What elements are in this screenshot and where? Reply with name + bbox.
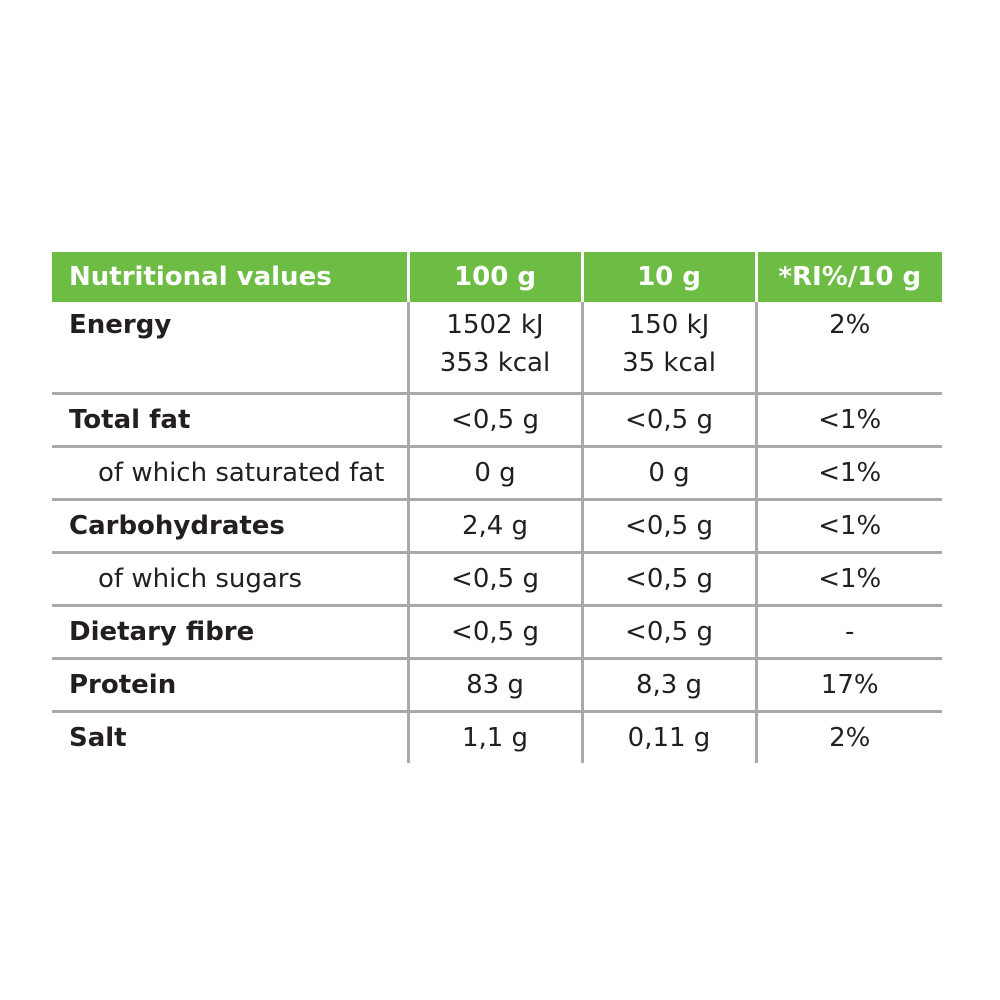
- row-label: of which sugars: [52, 552, 408, 607]
- header-per-10g: 10 g: [580, 252, 756, 302]
- cell-100g: <0,5 g: [406, 605, 582, 660]
- cell-100g: <0,5 g: [406, 552, 582, 607]
- cell-ri: <1%: [754, 446, 942, 501]
- cell-10g: 0,11 g: [580, 711, 756, 763]
- cell-ri: 2%: [754, 711, 942, 763]
- table-row-sugars: of which sugars <0,5 g <0,5 g <1%: [52, 552, 942, 607]
- cell-10g: 0 g: [580, 446, 756, 501]
- cell-100g: 1502 kJ 353 kcal: [406, 302, 582, 395]
- cell-10g: <0,5 g: [580, 552, 756, 607]
- cell-100g: 2,4 g: [406, 499, 582, 554]
- cell-100g: 83 g: [406, 658, 582, 713]
- nutrition-table-container: Nutritional values 100 g 10 g *RI%/10 g …: [52, 252, 942, 763]
- cell-ri: 2%: [754, 302, 942, 395]
- cell-10g: <0,5 g: [580, 499, 756, 554]
- row-label: of which saturated fat: [52, 446, 408, 501]
- energy-kcal-10g: 35 kcal: [622, 348, 716, 378]
- nutrition-table: Nutritional values 100 g 10 g *RI%/10 g …: [52, 252, 942, 763]
- cell-ri: -: [754, 605, 942, 660]
- cell-100g: 1,1 g: [406, 711, 582, 763]
- cell-10g: <0,5 g: [580, 605, 756, 660]
- cell-ri: 17%: [754, 658, 942, 713]
- cell-100g: <0,5 g: [406, 393, 582, 448]
- table-row-salt: Salt 1,1 g 0,11 g 2%: [52, 711, 942, 763]
- cell-10g: 8,3 g: [580, 658, 756, 713]
- table-row-protein: Protein 83 g 8,3 g 17%: [52, 658, 942, 713]
- energy-kj-10g: 150 kJ: [628, 310, 710, 340]
- table-row-carbohydrates: Carbohydrates 2,4 g <0,5 g <1%: [52, 499, 942, 554]
- row-label: Total fat: [52, 393, 408, 448]
- table-header: Nutritional values 100 g 10 g *RI%/10 g: [52, 252, 942, 302]
- row-label: Energy: [52, 302, 408, 395]
- cell-10g: 150 kJ 35 kcal: [580, 302, 756, 395]
- table-row-energy: Energy 1502 kJ 353 kcal 150 kJ 35 kcal 2…: [52, 302, 942, 395]
- table-row-total-fat: Total fat <0,5 g <0,5 g <1%: [52, 393, 942, 448]
- energy-kcal-100g: 353 kcal: [439, 348, 551, 378]
- row-label: Salt: [69, 723, 127, 753]
- header-nutritional-values: Nutritional values: [52, 252, 408, 302]
- row-label: Dietary fibre: [52, 605, 408, 660]
- table-body: Energy 1502 kJ 353 kcal 150 kJ 35 kcal 2…: [52, 302, 942, 763]
- header-per-100g: 100 g: [406, 252, 582, 302]
- row-label: Protein: [52, 658, 408, 713]
- cell-10g: <0,5 g: [580, 393, 756, 448]
- cell-ri: <1%: [754, 499, 942, 554]
- table-row-dietary-fibre: Dietary fibre <0,5 g <0,5 g -: [52, 605, 942, 660]
- header-row: Nutritional values 100 g 10 g *RI%/10 g: [52, 252, 942, 302]
- cell-ri: <1%: [754, 552, 942, 607]
- row-label: Carbohydrates: [52, 499, 408, 554]
- cell-100g: 0 g: [406, 446, 582, 501]
- cell-ri: <1%: [754, 393, 942, 448]
- table-row-saturated-fat: of which saturated fat 0 g 0 g <1%: [52, 446, 942, 501]
- header-ri-percent: *RI%/10 g: [754, 252, 942, 302]
- energy-kj-100g: 1502 kJ: [446, 310, 544, 340]
